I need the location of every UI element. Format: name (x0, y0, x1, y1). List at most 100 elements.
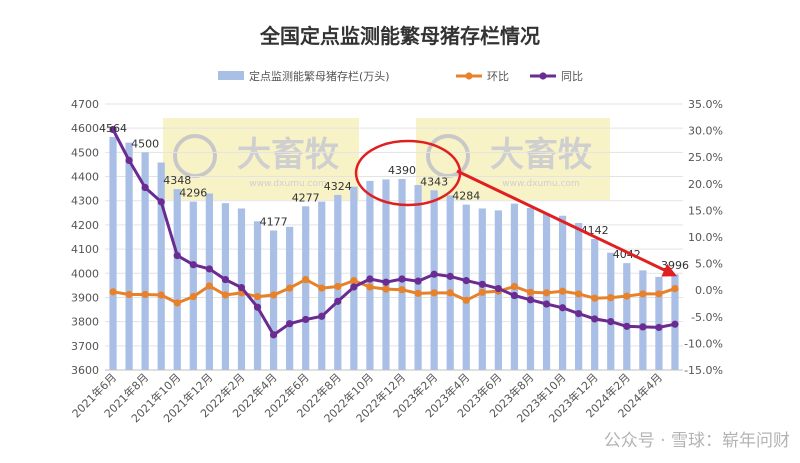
point-mom (591, 294, 599, 302)
bar (125, 142, 133, 370)
bar (430, 190, 438, 370)
point-mom (430, 289, 438, 297)
bar (446, 195, 454, 370)
point-yoy (671, 320, 679, 328)
point-mom (366, 283, 374, 291)
y-right-tick-label: 25.0% (688, 151, 723, 164)
data-label: 4296 (179, 187, 207, 200)
point-mom (286, 284, 294, 292)
bar (109, 136, 117, 370)
point-yoy (366, 275, 374, 283)
legend-label: 环比 (487, 70, 509, 83)
point-mom (205, 282, 213, 290)
series-line-mom (112, 278, 676, 305)
legend-label: 同比 (561, 70, 583, 83)
y-right-tick-label: 5.0% (695, 258, 723, 271)
y-left-tick-label: 4400 (71, 171, 99, 184)
y-right-tick-label: 10.0% (688, 231, 723, 244)
y-left-tick-label: 4500 (71, 146, 99, 159)
point-mom (446, 289, 454, 297)
data-label: 4500 (131, 137, 159, 150)
point-mom (462, 296, 470, 304)
y-right-tick-label: 20.0% (688, 178, 723, 191)
point-mom (189, 292, 197, 301)
bar (173, 189, 181, 370)
point-mom (639, 290, 647, 298)
bar (655, 276, 663, 370)
point-mom (510, 282, 519, 291)
data-label: 4324 (324, 180, 352, 193)
y-right-tick-label: -15.0% (684, 364, 723, 377)
watermark-2: 大畜牧 www.dxumu.com (416, 118, 610, 200)
point-yoy (478, 280, 486, 288)
y-left-tick-label: 3900 (71, 291, 99, 304)
y-left-tick-label: 3700 (71, 340, 99, 353)
bar (623, 263, 631, 370)
watermark-logo-icon (426, 134, 470, 178)
point-yoy (623, 322, 631, 330)
point-yoy (109, 125, 117, 134)
legend-swatch-marker (465, 72, 473, 80)
legend-label: 定点监测能繁母猪存栏(万头) (249, 69, 390, 83)
bar (141, 152, 149, 370)
point-yoy (382, 278, 390, 286)
y-right-tick-label: -5.0% (691, 311, 723, 324)
bar (205, 193, 213, 370)
y-left-tick-label: 4200 (71, 219, 99, 232)
point-yoy (173, 252, 181, 260)
point-yoy (526, 296, 535, 304)
bar (189, 201, 197, 370)
point-yoy (542, 300, 551, 308)
bar (607, 252, 615, 370)
point-mom (334, 282, 342, 291)
point-yoy (462, 277, 470, 285)
y-left-tick-label: 4700 (71, 98, 99, 111)
point-mom (141, 290, 149, 299)
point-yoy (414, 277, 422, 285)
data-label: 4284 (452, 190, 480, 203)
point-mom (318, 284, 326, 292)
point-yoy (655, 323, 663, 332)
y-left-tick-label: 3600 (71, 364, 99, 377)
watermark-box (416, 118, 610, 200)
chart-title: 全国定点监测能繁母猪存栏情况 (259, 24, 540, 48)
point-mom (221, 291, 230, 299)
point-yoy (430, 270, 438, 278)
point-yoy (607, 317, 615, 326)
bar (269, 230, 278, 370)
watermark-1: 大畜牧 www.dxumu.com (163, 118, 359, 200)
point-yoy (558, 304, 567, 312)
point-yoy (510, 291, 519, 300)
watermark-box (163, 118, 359, 200)
point-mom (671, 285, 679, 293)
bar (157, 162, 165, 370)
point-yoy (286, 320, 294, 328)
point-yoy (302, 315, 310, 324)
point-mom (623, 292, 631, 300)
legend-swatch-bar (218, 71, 244, 80)
point-yoy (591, 315, 599, 323)
y-right-tick-label: 15.0% (688, 204, 723, 217)
point-yoy (157, 198, 165, 206)
point-yoy (189, 261, 197, 269)
point-yoy (575, 310, 583, 318)
bar (334, 194, 342, 370)
watermark-subtext: www.dxumu.com (249, 179, 326, 189)
point-mom (478, 288, 486, 296)
bar (591, 238, 599, 370)
y-right-tick-label: -10.0% (684, 337, 723, 350)
point-mom (575, 290, 583, 298)
data-label: 4343 (420, 175, 448, 188)
trend-arrow-line (456, 169, 670, 274)
watermark-subtext: www.dxumu.com (502, 179, 579, 189)
bar (398, 178, 406, 370)
trend-arrow-head-icon (661, 263, 677, 277)
y-right-tick-label: 30.0% (688, 125, 723, 138)
y-left-tick-label: 4300 (71, 195, 99, 208)
point-mom (607, 294, 615, 302)
point-mom (542, 289, 551, 297)
point-mom (398, 286, 406, 294)
point-yoy (334, 297, 342, 305)
